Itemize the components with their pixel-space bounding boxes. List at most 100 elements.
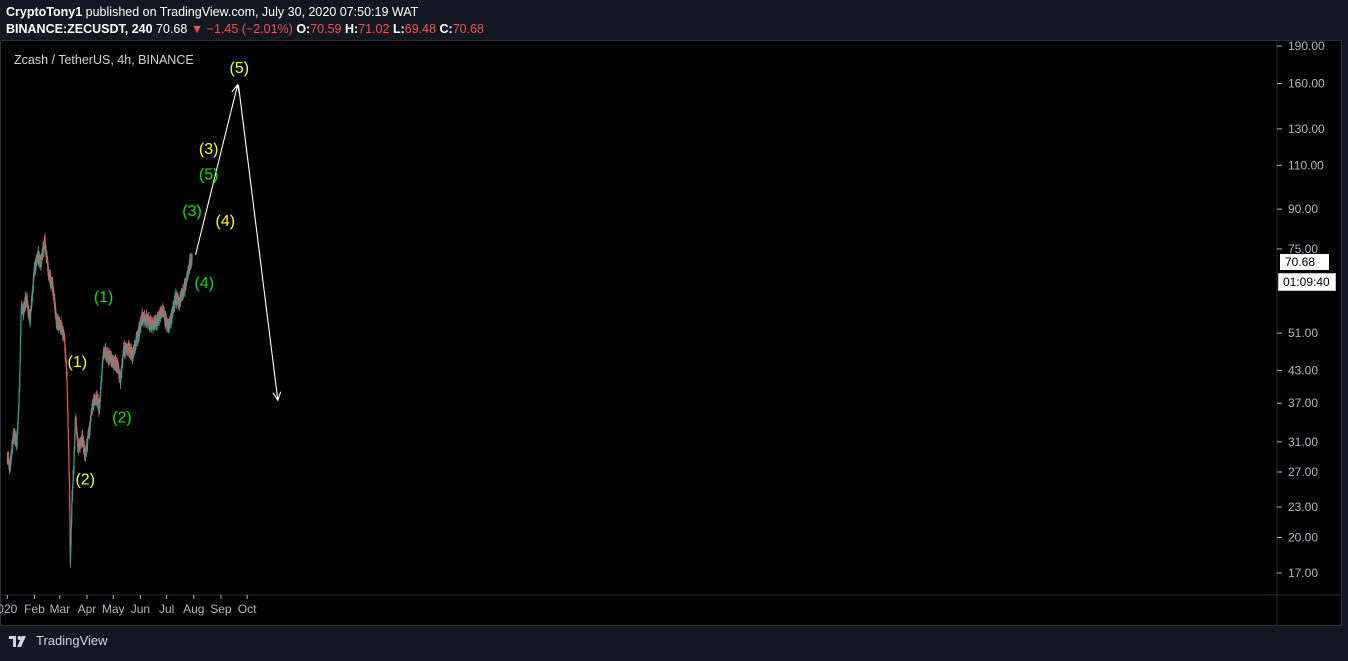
wave-label: (3) bbox=[182, 203, 202, 220]
candle-body bbox=[124, 346, 127, 354]
time-tick-label: Feb bbox=[24, 602, 45, 616]
candle-body bbox=[20, 320, 22, 333]
candle-body bbox=[67, 427, 69, 432]
candle-body bbox=[157, 317, 159, 325]
candle-body bbox=[67, 411, 69, 415]
time-tick-label: Aug bbox=[183, 602, 204, 616]
candle-body bbox=[8, 461, 10, 465]
publish-line: CryptoTony1 published on TradingView.com… bbox=[6, 5, 418, 19]
open-value: 70.59 bbox=[310, 22, 342, 36]
projection-arrowhead bbox=[272, 391, 282, 402]
axis-lines bbox=[0, 40, 1342, 626]
ohlc-line: BINANCE:ZECUSDT, 240 70.68 ▼ −1.45 (−2.0… bbox=[6, 22, 484, 36]
candle-body bbox=[171, 312, 174, 318]
candle-body bbox=[16, 434, 18, 447]
last-price: 70.68 bbox=[156, 22, 188, 36]
candle-body bbox=[19, 352, 21, 361]
price-tick-label: 20.00 bbox=[1288, 531, 1318, 545]
wave-label: (5) bbox=[199, 167, 219, 184]
candle-body bbox=[103, 350, 105, 352]
price-axis: 17.00 20.00 23.00 27.00 31.00 37.00 43.00 51.00… bbox=[1277, 40, 1325, 580]
price-tick-label: 190.00 bbox=[1288, 40, 1325, 53]
wave-labels: (1) (2) (1) (2) (3) (4) (3) (5) (4) (5) bbox=[68, 60, 250, 488]
candle-body bbox=[71, 504, 73, 517]
chart-canvas[interactable]: (1) (2) (1) (2) (3) (4) (3) (5) (4) (5) 17.00 20.0… bbox=[0, 40, 1342, 626]
candle-body bbox=[69, 483, 71, 504]
candle-body bbox=[68, 477, 71, 484]
candle-body bbox=[26, 299, 29, 303]
time-tick-label: Sep bbox=[210, 602, 232, 616]
candle-body bbox=[66, 397, 69, 408]
candle-body bbox=[76, 427, 78, 434]
candle-body bbox=[74, 435, 76, 450]
candle-body bbox=[66, 380, 68, 388]
high-value: 71.02 bbox=[358, 22, 390, 36]
candle-body bbox=[129, 347, 132, 357]
publish-header: CryptoTony1 published on TradingView.com… bbox=[0, 0, 1348, 40]
change-value: ▼ −1.45 (−2.01%) bbox=[190, 22, 293, 36]
footer-bar bbox=[0, 626, 1348, 661]
candle-body bbox=[70, 546, 72, 559]
candle-body bbox=[69, 510, 71, 521]
open-label: O: bbox=[296, 22, 311, 36]
candle-body bbox=[8, 456, 10, 462]
price-tick-label: 17.00 bbox=[1288, 566, 1318, 580]
candle-body bbox=[19, 362, 21, 374]
close-value: 70.68 bbox=[452, 22, 484, 36]
candle-body bbox=[67, 434, 70, 442]
candle-body bbox=[98, 411, 100, 413]
bar-countdown-tag: 01:09:40 bbox=[1278, 272, 1336, 291]
candle-body bbox=[146, 314, 148, 317]
wave-label: (5) bbox=[230, 60, 250, 77]
price-tick-label: 51.00 bbox=[1288, 326, 1318, 340]
close-label: C: bbox=[439, 22, 453, 36]
candle-body bbox=[20, 309, 22, 321]
time-tick-label: Jul bbox=[159, 602, 174, 616]
time-axis: 020 Feb Mar Apr May Jun Jul Aug Sep Oct bbox=[0, 595, 257, 616]
candle-body bbox=[68, 465, 70, 473]
wave-label: (2) bbox=[75, 471, 95, 488]
projection-line bbox=[237, 84, 279, 401]
candle-body bbox=[70, 529, 72, 545]
price-tick-label: 160.00 bbox=[1288, 77, 1325, 91]
candle-body bbox=[147, 321, 149, 325]
price-tick-label: 23.00 bbox=[1288, 500, 1318, 514]
time-tick-label: Apr bbox=[78, 602, 97, 616]
wave-label: (3) bbox=[199, 141, 219, 158]
candle-body bbox=[44, 237, 46, 243]
tradingview-logo-icon bbox=[9, 635, 26, 647]
high-label: H: bbox=[344, 22, 359, 36]
candle-body bbox=[45, 246, 47, 253]
candle-body bbox=[66, 371, 68, 381]
projection-lines bbox=[194, 83, 282, 402]
candle-body bbox=[67, 414, 69, 428]
candle-body bbox=[65, 364, 67, 368]
time-tick-label: Oct bbox=[238, 602, 257, 616]
time-tick-label: May bbox=[102, 602, 125, 616]
candle-body bbox=[84, 453, 87, 458]
candle-body bbox=[18, 393, 20, 403]
author-name[interactable]: CryptoTony1 bbox=[6, 5, 83, 19]
price-tick-label: 37.00 bbox=[1288, 396, 1318, 410]
tradingview-logo[interactable]: TradingView bbox=[8, 633, 108, 648]
price-tick-label: 90.00 bbox=[1288, 202, 1318, 216]
candle-series bbox=[6, 232, 193, 569]
price-tick-label: 43.00 bbox=[1288, 363, 1318, 377]
chart-pane[interactable] bbox=[0, 40, 1342, 626]
tradingview-brand: TradingView bbox=[36, 633, 108, 648]
time-tick-label: 020 bbox=[0, 602, 18, 616]
low-label: L: bbox=[392, 22, 405, 36]
candle-body bbox=[101, 370, 103, 374]
published-text: published on TradingView.com, July 30, 2… bbox=[85, 5, 419, 19]
candle-body bbox=[66, 387, 68, 396]
candle-body bbox=[116, 359, 119, 366]
candle-body bbox=[29, 312, 32, 321]
candle-body bbox=[17, 430, 19, 435]
candle-body bbox=[20, 332, 22, 335]
candle-body bbox=[67, 407, 69, 412]
wave-label: (2) bbox=[112, 410, 132, 427]
price-tick-label: 75.00 bbox=[1288, 242, 1318, 256]
candle-body bbox=[93, 403, 95, 407]
candle-body bbox=[32, 281, 34, 289]
wave-label: (1) bbox=[94, 289, 114, 306]
